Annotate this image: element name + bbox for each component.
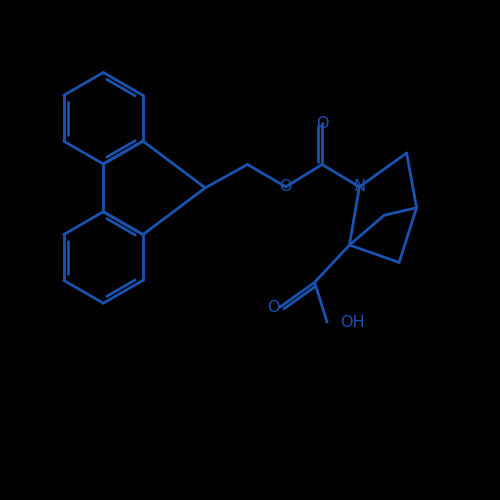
- Text: O: O: [280, 180, 292, 194]
- Text: O: O: [316, 116, 328, 130]
- Text: O: O: [268, 300, 280, 314]
- Text: OH: OH: [340, 314, 365, 330]
- Text: N: N: [354, 180, 366, 194]
